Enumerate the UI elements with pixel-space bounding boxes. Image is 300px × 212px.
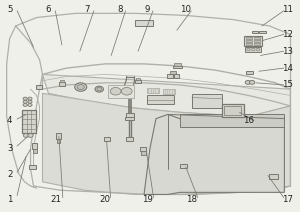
Circle shape [110, 88, 121, 95]
Bar [36, 85, 43, 89]
Bar [32, 143, 38, 149]
Bar [246, 71, 253, 74]
Text: 18: 18 [186, 195, 197, 204]
Bar [167, 74, 173, 78]
Bar [135, 80, 141, 83]
Circle shape [23, 100, 27, 103]
Text: 1: 1 [7, 195, 12, 204]
Text: 21: 21 [50, 195, 62, 204]
Bar [57, 139, 60, 143]
Polygon shape [43, 74, 290, 117]
Circle shape [28, 103, 32, 106]
Bar [108, 85, 134, 98]
Bar [22, 110, 36, 133]
Bar [192, 94, 222, 108]
Bar [175, 63, 181, 66]
Bar [136, 78, 140, 80]
Bar [254, 37, 260, 39]
Circle shape [28, 134, 33, 137]
Bar [251, 31, 258, 33]
Bar [140, 148, 146, 151]
Text: 6: 6 [46, 5, 51, 14]
Circle shape [95, 86, 103, 92]
Bar [259, 31, 266, 33]
Bar [222, 104, 244, 117]
Circle shape [77, 85, 84, 90]
Text: 15: 15 [282, 80, 293, 89]
Text: 5: 5 [7, 5, 12, 14]
Bar [135, 20, 153, 26]
Text: 13: 13 [282, 47, 293, 56]
Bar [246, 37, 252, 39]
Circle shape [245, 81, 250, 84]
Bar [126, 137, 133, 141]
Text: 2: 2 [7, 170, 12, 179]
Circle shape [256, 48, 260, 51]
Circle shape [23, 97, 27, 100]
Text: 20: 20 [100, 195, 111, 204]
Bar [147, 88, 159, 93]
Bar [174, 74, 179, 78]
Text: 19: 19 [142, 195, 152, 204]
Text: 17: 17 [282, 195, 293, 204]
Bar [29, 165, 36, 169]
Circle shape [28, 97, 32, 100]
Text: 11: 11 [282, 5, 293, 14]
Bar [254, 40, 260, 42]
Circle shape [23, 134, 29, 137]
Text: 12: 12 [282, 30, 293, 39]
Circle shape [23, 103, 27, 106]
Bar [141, 151, 146, 155]
Bar [125, 113, 134, 117]
Text: 10: 10 [180, 5, 191, 14]
Bar [224, 106, 242, 115]
Bar [59, 82, 65, 86]
Bar [254, 43, 260, 45]
Bar [245, 47, 261, 52]
Text: 9: 9 [144, 5, 150, 14]
Text: 14: 14 [282, 64, 293, 73]
Text: 8: 8 [117, 5, 123, 14]
Bar [56, 133, 61, 139]
Bar [60, 80, 64, 82]
Bar [170, 71, 176, 74]
Text: 4: 4 [7, 116, 12, 125]
Bar [125, 117, 134, 120]
Text: 16: 16 [243, 116, 254, 125]
Bar [180, 164, 187, 168]
Bar [104, 137, 110, 141]
Circle shape [75, 83, 87, 91]
Bar [147, 95, 174, 104]
Circle shape [28, 100, 32, 103]
Circle shape [247, 48, 250, 51]
Polygon shape [43, 93, 290, 194]
Bar [33, 149, 37, 153]
Polygon shape [144, 114, 284, 194]
Circle shape [249, 81, 255, 84]
Bar [246, 43, 252, 45]
Bar [246, 40, 252, 42]
Bar [244, 36, 262, 46]
Circle shape [97, 88, 102, 91]
Circle shape [251, 48, 255, 51]
Bar [180, 114, 284, 127]
Bar [173, 66, 182, 68]
Text: 7: 7 [85, 5, 90, 14]
Bar [269, 174, 278, 179]
Circle shape [121, 88, 132, 95]
Bar [164, 89, 175, 94]
Text: 3: 3 [7, 144, 12, 153]
